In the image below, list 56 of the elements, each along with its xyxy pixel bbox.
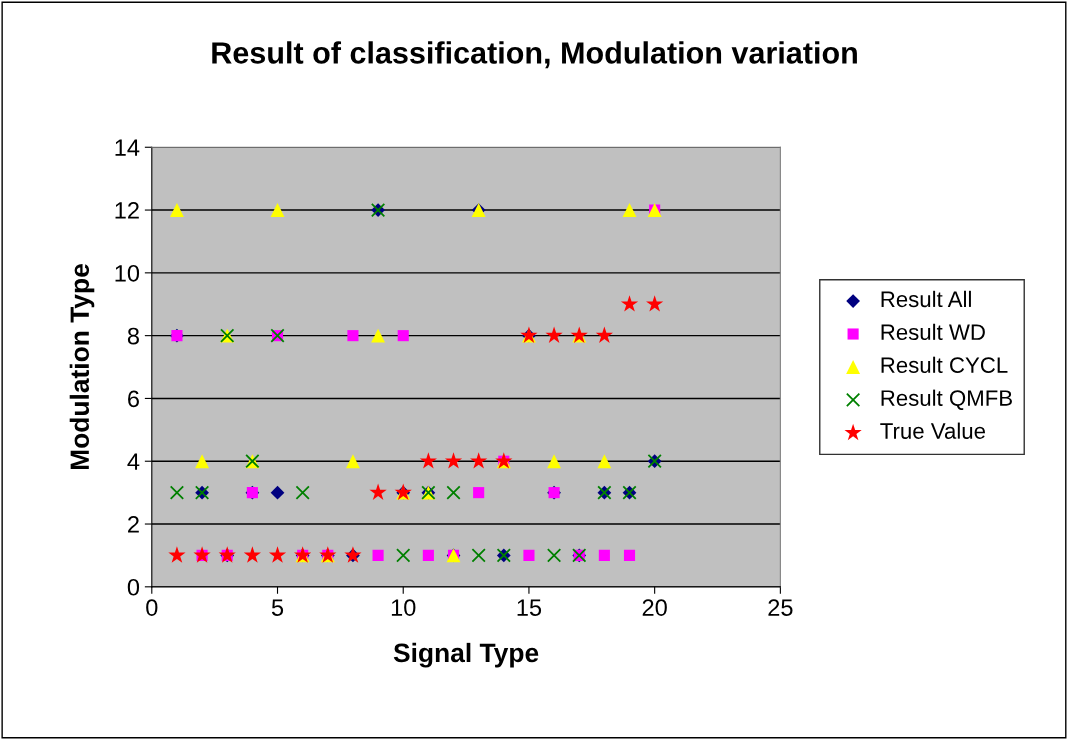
legend-label: Result CYCL xyxy=(881,356,1008,374)
point xyxy=(371,328,386,343)
x-tick-label: 20 xyxy=(642,599,667,616)
y-tick-label: 2 xyxy=(128,516,139,533)
point xyxy=(446,485,461,500)
point xyxy=(170,203,184,217)
legend-label: Result QMFB xyxy=(881,389,1012,410)
point xyxy=(546,548,562,563)
y-tick-label: 10 xyxy=(115,264,140,282)
point xyxy=(270,485,285,500)
point xyxy=(622,203,637,217)
point xyxy=(545,326,563,343)
point xyxy=(547,454,562,469)
x-tick-label: 5 xyxy=(271,599,284,616)
point xyxy=(623,549,636,561)
y-tick-label: 14 xyxy=(115,139,140,156)
point xyxy=(470,452,488,469)
point xyxy=(347,330,359,342)
point xyxy=(419,452,437,469)
point xyxy=(595,326,613,343)
point xyxy=(268,546,287,563)
legend-label: Result WD xyxy=(881,323,985,341)
point xyxy=(597,454,612,469)
point xyxy=(444,452,463,469)
x-tick-label: 15 xyxy=(517,599,542,616)
point xyxy=(473,487,485,499)
point xyxy=(346,454,360,469)
y-tick-label: 0 xyxy=(127,578,140,596)
legend-label: Result All xyxy=(881,290,971,308)
x-axis-title: Signal Type xyxy=(393,642,539,668)
point xyxy=(523,549,535,561)
x-tick-label: 25 xyxy=(768,599,793,616)
point xyxy=(195,454,210,469)
y-tick-label: 4 xyxy=(127,453,140,470)
point xyxy=(620,295,639,312)
point xyxy=(598,549,610,561)
y-tick-label: 6 xyxy=(128,390,139,408)
point xyxy=(396,548,411,563)
point xyxy=(422,549,434,561)
point xyxy=(471,548,486,563)
point xyxy=(243,546,261,563)
point xyxy=(169,485,185,500)
x-tick-label: 10 xyxy=(391,599,416,616)
point xyxy=(295,485,310,500)
y-tick-label: 12 xyxy=(115,202,139,219)
y-tick-label: 8 xyxy=(127,327,139,345)
x-tick-label: 0 xyxy=(146,599,158,616)
point xyxy=(168,546,186,563)
point xyxy=(646,295,664,312)
y-axis-title: Modulation Type xyxy=(69,264,95,470)
point xyxy=(369,483,387,500)
legend-label: True Value xyxy=(880,422,986,439)
point xyxy=(397,330,409,342)
point xyxy=(270,203,285,217)
chart-title: Result of classification, Modulation variation xyxy=(212,41,857,69)
point xyxy=(372,549,384,561)
